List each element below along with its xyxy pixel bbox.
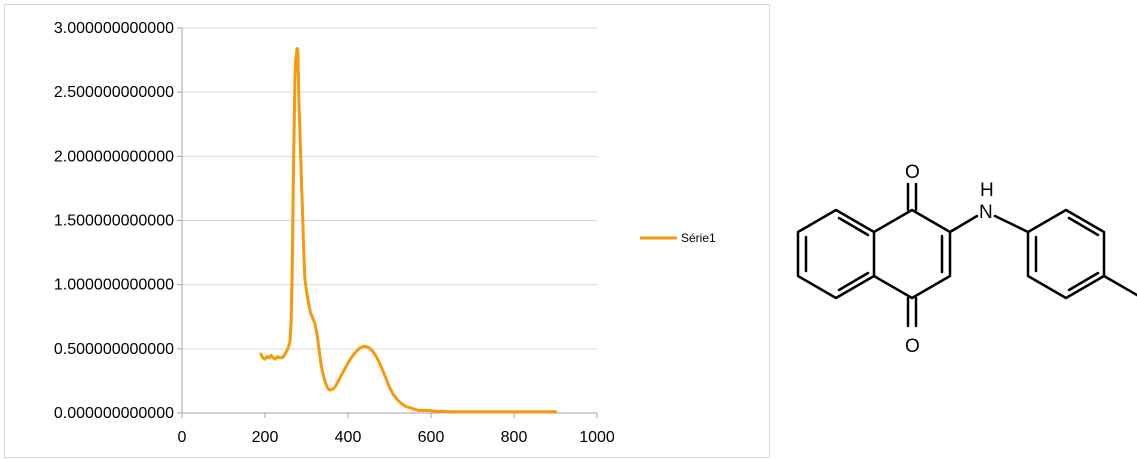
nh-n-label: N [979,202,993,223]
x-tick-label: 1000 [579,429,615,446]
c-n-bond [948,214,979,234]
oxygen-bottom-label: O [905,336,920,357]
aryl-inner-bond-2 [1067,216,1100,237]
line-chart: 0.000000000000 0.500000000000 1.0000000000… [54,20,716,446]
legend: Série1 [640,231,716,245]
y-tick-label: 1.500000000000 [54,213,174,230]
axes [177,27,598,418]
x-tick-label: 0 [178,429,187,446]
chemical-structure: O O H N [796,162,1137,357]
x-tick-label: 600 [418,429,445,446]
y-tick-label: 0.000000000000 [54,405,174,422]
legend-label: Série1 [681,231,716,245]
x-tick-label: 400 [335,429,362,446]
quinone-ring [872,208,952,300]
y-tick-label: 2.500000000000 [54,84,174,101]
y-tick-label: 0.500000000000 [54,341,174,358]
benzo-inner-bond-2 [837,271,870,292]
nh-h-label: H [980,180,994,201]
y-tick-label: 1.000000000000 [54,277,174,294]
aryl-ring [1026,208,1106,300]
benzo-ring [796,208,876,300]
y-tick-labels: 0.000000000000 0.500000000000 1.0000000000… [54,20,174,422]
x-tick-labels: 0 200 400 600 800 1000 [178,429,615,446]
oxygen-top-label: O [905,162,920,183]
x-tick-label: 200 [252,429,279,446]
para-substituent-bond [1102,274,1137,297]
x-tick-label: 800 [501,429,528,446]
n-aryl-bond [993,214,1030,234]
y-tick-label: 3.000000000000 [54,20,174,37]
y-tick-label: 2.000000000000 [54,148,174,165]
aryl-inner-bond-3 [1067,271,1100,292]
series-layer [259,47,557,414]
series-line-0 [259,47,557,414]
grid-lines [182,27,597,350]
benzo-inner-bond-3 [837,216,870,237]
